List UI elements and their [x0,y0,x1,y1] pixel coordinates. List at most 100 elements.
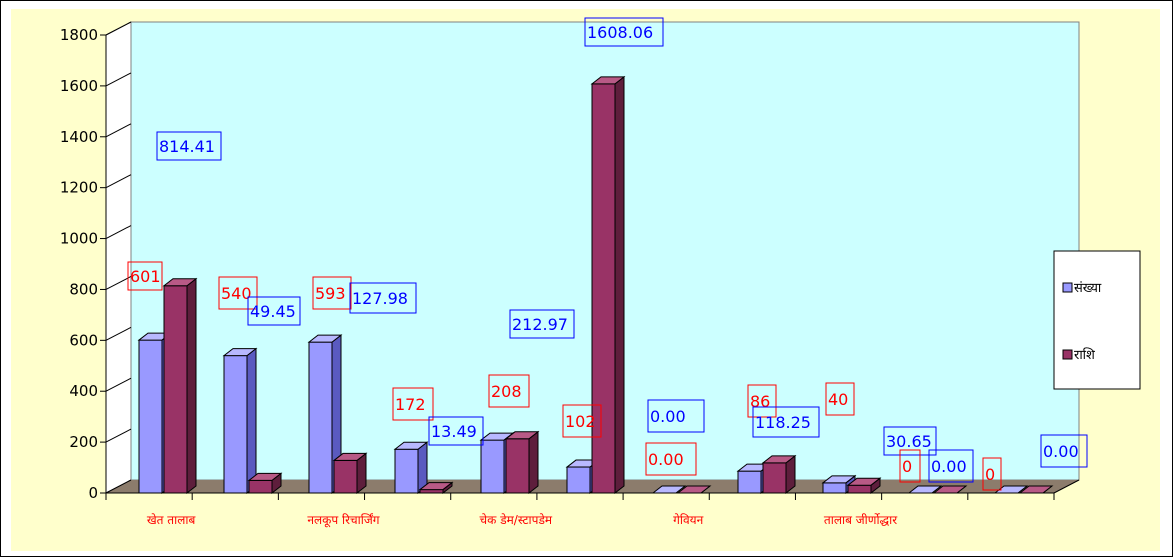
data-label-text: 40 [828,390,848,409]
bar-sankhya-front [223,355,248,494]
data-label-box [982,457,1002,491]
bar-rashi-top [504,431,540,440]
y-tick-label: 800 [69,280,98,298]
y-tick-diagonal [105,479,132,494]
data-label-box [584,17,664,47]
legend-swatch-sankhya [1062,282,1073,293]
y-tick-diagonal [105,123,132,138]
x-category-label: खेत तालाब [147,513,197,527]
bar-rashi-top [590,76,626,85]
y-tick-diagonal [105,326,132,341]
data-label-box [156,131,222,161]
data-label-box [349,282,417,314]
data-label-box [488,374,530,408]
y-tick-label: 1000 [60,230,98,248]
data-label-box [752,406,820,438]
data-label-text: 212.97 [512,315,568,334]
data-label-box [883,426,937,456]
x-category-label: तालाब जीर्णोद्धार [824,513,898,527]
bar-sankhya-front [737,470,762,494]
data-label-text: 0.00 [648,450,684,469]
bar-sankhya-top [651,485,687,494]
data-label-text: 0.00 [1043,442,1079,461]
bar-sankhya [393,441,429,495]
data-label: 0.00 [647,399,705,433]
bar-rashi [162,277,198,495]
y-tick-diagonal [105,428,132,443]
bar-rashi [504,430,540,495]
y-tick-label: 400 [69,382,98,400]
x-category-label: नलकूप रिचार्जिंग [307,513,379,528]
y-tick-diagonal [105,377,132,392]
bar-rashi-front [248,479,273,494]
bar-rashi-top [1018,485,1054,494]
bar-rashi-top [932,485,968,494]
bar-rashi-front [762,462,787,494]
data-label: 49.45 [247,296,301,326]
data-label-box [392,387,434,421]
bar-rashi-side [186,277,197,495]
data-label: 540 [218,276,258,310]
data-label: 127.98 [349,282,417,314]
bar-sankhya [651,485,687,494]
data-label: 601 [127,261,163,291]
legend-box [1053,250,1141,390]
data-label-text: 593 [315,284,346,303]
x-axis-end [1053,479,1080,494]
bar-rashi-front [163,285,188,494]
data-label: 118.25 [752,406,820,438]
y-tick-label: 1600 [60,77,98,95]
data-label-text: 0.00 [650,407,686,426]
y-tick-label: 1800 [60,26,98,44]
legend-swatch-rashi [1062,349,1073,360]
y-tick-diagonal [105,276,132,290]
legend-label-rashi: राशि [1074,347,1096,363]
data-label: 30.65 [883,426,937,456]
y-tick-label: 600 [69,331,98,349]
y-tick-label: 1200 [60,179,98,197]
y-tick-diagonal [105,225,132,239]
bar-sankhya-top [307,334,343,343]
data-label-text: 208 [491,382,522,401]
data-label-box [562,404,602,438]
bar-sankhya-front [308,341,333,494]
bar-sankhya-front [566,466,591,494]
data-label-box [312,276,352,310]
data-label-text: 601 [130,267,161,286]
y-tick-diagonal [105,21,132,36]
data-label-box [747,384,777,418]
bar-rashi-front [847,484,872,494]
data-label: 40 [825,382,855,416]
bar-sankhya-front [480,439,505,494]
data-label-box [1040,434,1088,468]
bar-rashi [332,452,368,495]
bar-rashi-top [761,455,797,464]
data-label: 0.00 [1040,434,1088,468]
bar-sankhya-top [393,441,429,450]
bar-rashi-front [333,459,358,494]
bar-rashi [761,454,797,495]
data-label: 208 [488,374,530,408]
data-label-text: 127.98 [352,289,408,308]
data-label-text: 1608.06 [587,23,653,42]
bar-rashi [418,481,454,495]
data-label-box [899,449,921,483]
data-label-text: 102 [565,412,596,431]
bar-sankhya-top [907,485,943,494]
data-label: 0.00 [645,442,697,476]
data-label-box [928,449,974,483]
bar-rashi-top [676,485,712,494]
bar-sankhya-top [821,475,857,484]
data-label-text: 118.25 [755,413,811,432]
data-label-box [218,276,258,310]
data-label-box [647,399,705,433]
bar-sankhya [222,347,258,495]
data-label: 13.49 [428,416,484,446]
data-label: 0.00 [928,449,974,483]
data-label-box [825,382,855,416]
bar-rashi [676,485,712,494]
data-label: 212.97 [509,309,575,339]
legend-label-sankhya: संख्या [1074,281,1102,296]
bar-rashi-top [418,482,454,491]
data-label-text: 13.49 [431,422,477,441]
